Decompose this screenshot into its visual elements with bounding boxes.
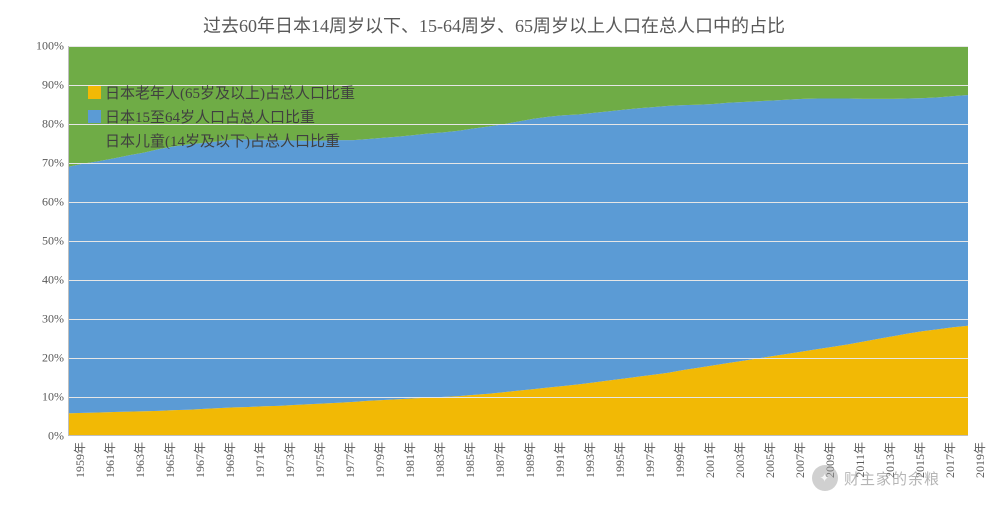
gridline bbox=[69, 319, 968, 320]
legend-item-working: 日本15至64岁人口占总人口比重 bbox=[88, 106, 355, 127]
gridline bbox=[69, 280, 968, 281]
gridline bbox=[69, 202, 968, 203]
y-tick: 10% bbox=[42, 390, 64, 405]
x-tick: 1993年 bbox=[581, 442, 598, 478]
x-tick: 1987年 bbox=[491, 442, 508, 478]
x-tick: 1991年 bbox=[551, 442, 568, 478]
x-tick: 1961年 bbox=[101, 442, 118, 478]
watermark-text: 财主家的余粮 bbox=[844, 468, 940, 489]
x-tick: 2003年 bbox=[731, 442, 748, 478]
x-tick: 1981年 bbox=[401, 442, 418, 478]
x-tick: 1989年 bbox=[521, 442, 538, 478]
y-tick: 20% bbox=[42, 351, 64, 366]
wechat-icon: ✦ bbox=[812, 465, 838, 491]
x-tick: 1971年 bbox=[251, 442, 268, 478]
legend-label: 日本儿童(14岁及以下)占总人口比重 bbox=[105, 130, 340, 151]
gridline bbox=[69, 241, 968, 242]
x-tick: 2019年 bbox=[971, 442, 988, 478]
y-tick: 90% bbox=[42, 78, 64, 93]
x-tick: 1997年 bbox=[641, 442, 658, 478]
y-tick: 80% bbox=[42, 117, 64, 132]
chart-title: 过去60年日本14周岁以下、15-64周岁、65周岁以上人口在总人口中的占比 bbox=[18, 12, 970, 38]
legend-label: 日本老年人(65岁及以上)占总人口比重 bbox=[105, 82, 355, 103]
gridline bbox=[69, 163, 968, 164]
x-tick: 1999年 bbox=[671, 442, 688, 478]
x-tick: 1983年 bbox=[431, 442, 448, 478]
x-tick: 1977年 bbox=[341, 442, 358, 478]
x-tick: 1985年 bbox=[461, 442, 478, 478]
y-tick: 40% bbox=[42, 273, 64, 288]
x-tick: 1995年 bbox=[611, 442, 628, 478]
y-tick: 0% bbox=[48, 429, 64, 444]
x-tick: 2005年 bbox=[761, 442, 778, 478]
legend-swatch bbox=[88, 134, 101, 147]
legend: 日本老年人(65岁及以上)占总人口比重日本15至64岁人口占总人口比重日本儿童(… bbox=[88, 82, 355, 154]
legend-swatch bbox=[88, 110, 101, 123]
y-tick: 50% bbox=[42, 234, 64, 249]
x-tick: 1965年 bbox=[161, 442, 178, 478]
y-tick: 70% bbox=[42, 156, 64, 171]
x-tick: 2001年 bbox=[701, 442, 718, 478]
gridline bbox=[69, 46, 968, 47]
chart-container: 0%10%20%30%40%50%60%70%80%90%100% 1959年1… bbox=[30, 46, 970, 456]
legend-swatch bbox=[88, 86, 101, 99]
gridline bbox=[69, 397, 968, 398]
y-tick: 30% bbox=[42, 312, 64, 327]
legend-item-children: 日本儿童(14岁及以下)占总人口比重 bbox=[88, 130, 355, 151]
watermark: ✦ 财主家的余粮 bbox=[812, 465, 940, 491]
y-tick: 60% bbox=[42, 195, 64, 210]
x-tick: 1963年 bbox=[131, 442, 148, 478]
x-tick: 2007年 bbox=[791, 442, 808, 478]
x-tick: 1973年 bbox=[281, 442, 298, 478]
x-tick: 1967年 bbox=[191, 442, 208, 478]
x-tick: 1979年 bbox=[371, 442, 388, 478]
x-tick: 1975年 bbox=[311, 442, 328, 478]
y-tick: 100% bbox=[36, 39, 64, 54]
x-tick: 2017年 bbox=[941, 442, 958, 478]
x-tick: 1969年 bbox=[221, 442, 238, 478]
legend-label: 日本15至64岁人口占总人口比重 bbox=[105, 106, 315, 127]
gridline bbox=[69, 358, 968, 359]
legend-item-elderly: 日本老年人(65岁及以上)占总人口比重 bbox=[88, 82, 355, 103]
x-tick: 1959年 bbox=[71, 442, 88, 478]
y-axis: 0%10%20%30%40%50%60%70%80%90%100% bbox=[30, 46, 66, 436]
